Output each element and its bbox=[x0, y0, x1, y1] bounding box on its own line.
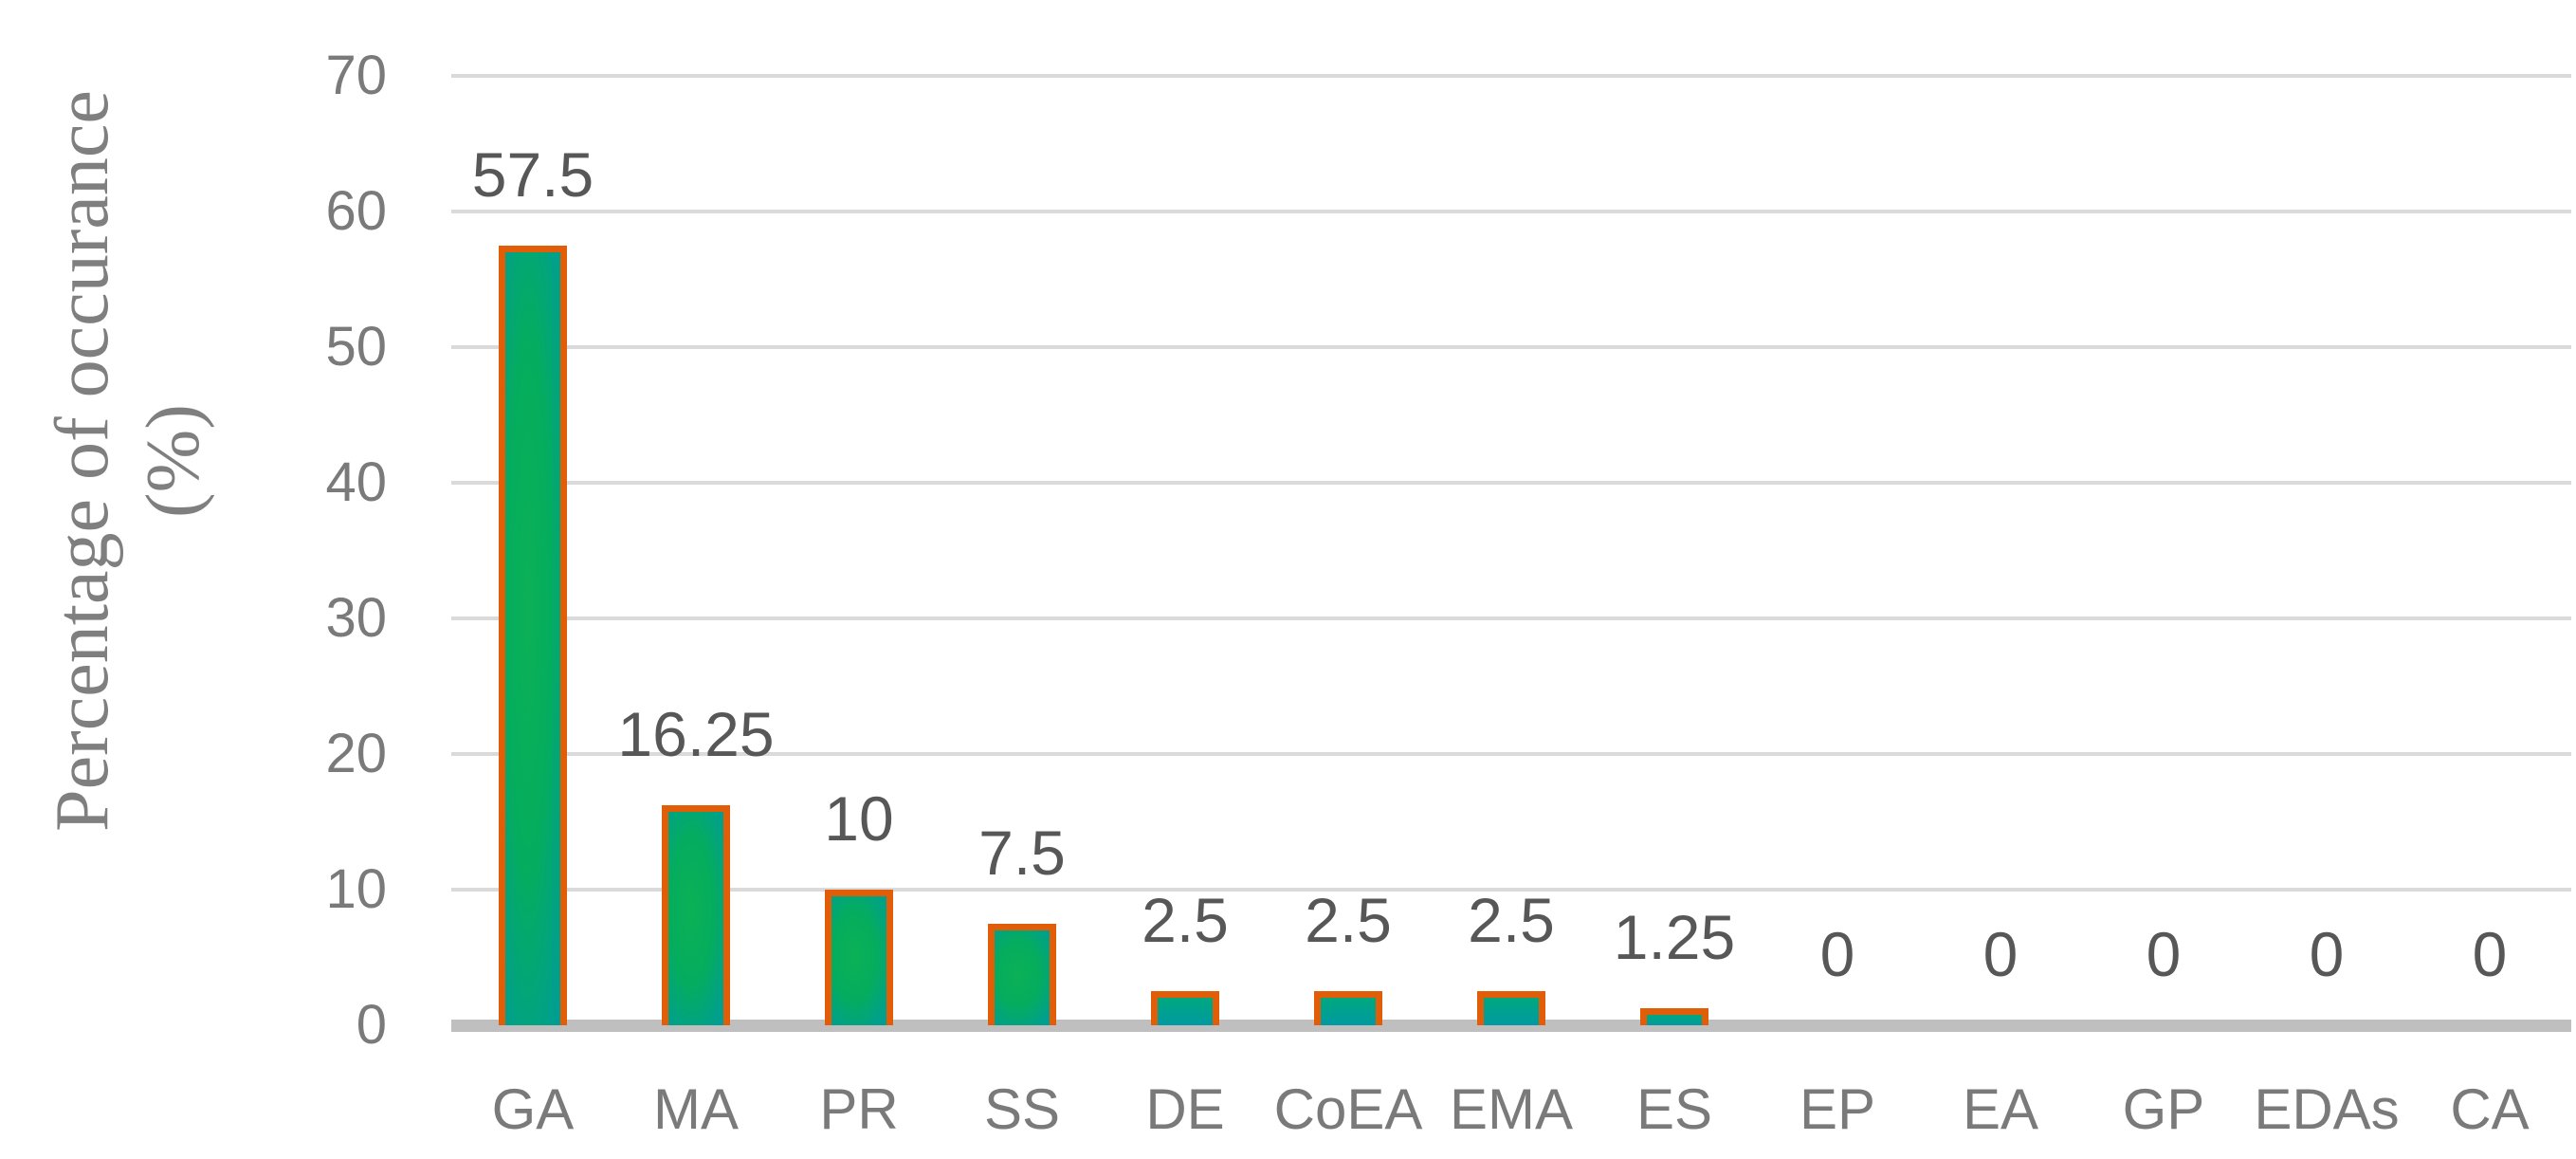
data-label-EMA: 2.5 bbox=[1468, 885, 1555, 955]
x-axis-label-PR: PR bbox=[819, 1077, 899, 1141]
x-axis-label-DE: DE bbox=[1145, 1077, 1225, 1141]
data-label-MA: 16.25 bbox=[617, 699, 775, 769]
gridline-60 bbox=[451, 210, 2571, 213]
gridline-50 bbox=[451, 345, 2571, 349]
bar-EMA bbox=[1477, 991, 1545, 1025]
x-axis-label-ES: ES bbox=[1635, 1077, 1713, 1141]
data-label-DE: 2.5 bbox=[1142, 885, 1229, 955]
x-axis-label-MA: MA bbox=[653, 1077, 739, 1141]
plot-area: 57.5 16.25 10 7.5 2.5 2.5 2.5 1.25 0 0 0 0 0 bbox=[451, 74, 2571, 1032]
x-axis-label-EA: EA bbox=[1962, 1077, 2039, 1141]
y-tick-label-20: 20 bbox=[325, 723, 387, 784]
data-label-EA: 0 bbox=[1982, 919, 2019, 989]
x-axis-label-EMA: EMA bbox=[1449, 1077, 1574, 1141]
y-tick-label-70: 70 bbox=[325, 45, 387, 106]
bar-CoEA bbox=[1314, 991, 1382, 1025]
data-label-SS: 7.5 bbox=[978, 818, 1066, 888]
x-axis-line bbox=[451, 1020, 2571, 1032]
bar-GA bbox=[499, 246, 567, 1025]
data-label-GA: 57.5 bbox=[471, 139, 594, 210]
data-label-PR: 10 bbox=[824, 783, 894, 854]
y-tick-label-0: 0 bbox=[356, 994, 387, 1056]
gridline-40 bbox=[451, 481, 2571, 485]
x-axis-label-CoEA: CoEA bbox=[1273, 1077, 1423, 1141]
data-label-CA: 0 bbox=[2472, 919, 2508, 989]
data-label-GP: 0 bbox=[2146, 919, 2182, 989]
y-tick-label-10: 10 bbox=[325, 858, 387, 920]
bar-SS bbox=[988, 924, 1056, 1025]
y-tick-label-30: 30 bbox=[325, 587, 387, 649]
bar-ES bbox=[1640, 1008, 1708, 1025]
gridline-70 bbox=[451, 74, 2571, 78]
x-axis-label-EP: EP bbox=[1799, 1077, 1876, 1141]
gridline-30 bbox=[451, 616, 2571, 620]
data-label-ES: 1.25 bbox=[1613, 902, 1736, 972]
y-tick-label-50: 50 bbox=[325, 316, 387, 377]
x-axis-label-GP: GP bbox=[2122, 1077, 2205, 1141]
x-axis-label-GA: GA bbox=[491, 1077, 575, 1141]
x-axis-label-CA: CA bbox=[2450, 1077, 2530, 1141]
gridline-20 bbox=[451, 752, 2571, 756]
y-tick-label-40: 40 bbox=[325, 451, 387, 513]
bar-PR bbox=[825, 890, 893, 1025]
bar-DE bbox=[1151, 991, 1219, 1025]
data-label-EP: 0 bbox=[1819, 919, 1855, 989]
y-axis-title-line1: Percentage of occurance bbox=[41, 90, 124, 832]
data-label-EDAs: 0 bbox=[2309, 919, 2345, 989]
data-label-CoEA: 2.5 bbox=[1305, 885, 1392, 955]
bar-MA bbox=[662, 805, 730, 1025]
gridline-10 bbox=[451, 888, 2571, 892]
y-tick-label-60: 60 bbox=[325, 180, 387, 242]
x-axis-label-SS: SS bbox=[983, 1077, 1061, 1141]
x-axis-label-EDAs: EDAs bbox=[2254, 1077, 2400, 1141]
